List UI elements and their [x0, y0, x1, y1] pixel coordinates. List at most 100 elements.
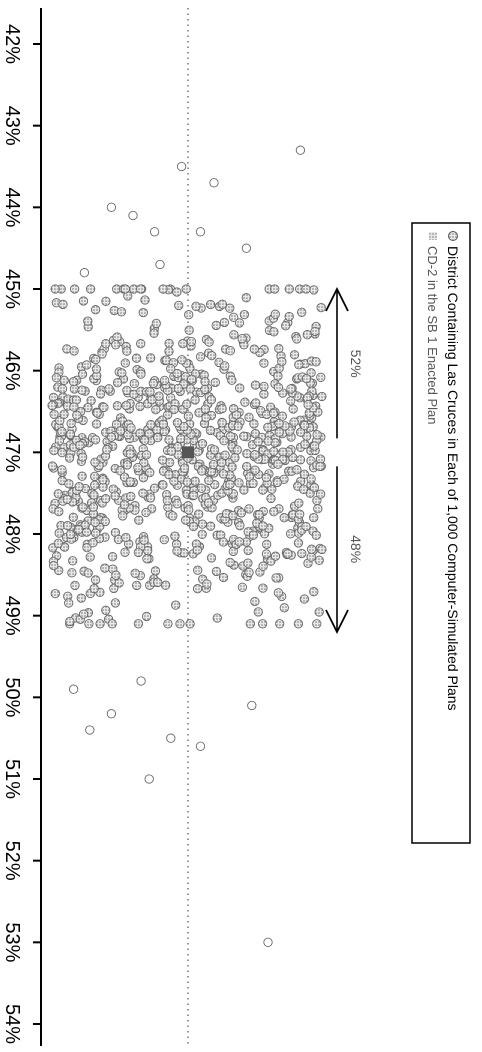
- legend-box: [411, 222, 471, 844]
- simulated-plan-point: [295, 455, 306, 465]
- x-tick-label: 48%: [1, 514, 23, 554]
- simulated-plan-point: [269, 446, 279, 457]
- simulated-plan-point: [145, 493, 156, 503]
- simulated-plan-point: [301, 373, 312, 384]
- simulated-plan-point: [181, 284, 191, 294]
- simulated-plan-point: [100, 516, 110, 527]
- simulated-plan-point: [66, 418, 76, 429]
- simulated-plan-point: [312, 430, 322, 440]
- simulated-plan-point: [192, 584, 203, 594]
- simulated-plan-point: [309, 285, 319, 295]
- simulated-plan-point: [306, 552, 316, 562]
- simulated-plan-point: [111, 570, 121, 580]
- simulated-plan-point: [288, 404, 298, 414]
- simulated-plan-point: [186, 336, 197, 347]
- simulated-plan-point: [77, 452, 88, 462]
- simulated-plan-point: [172, 499, 182, 509]
- simulated-plan-point: [309, 482, 320, 493]
- simulated-plan-point: [91, 419, 102, 429]
- simulated-plan-point: [57, 384, 68, 394]
- simulated-plan-point: [200, 384, 210, 395]
- simulated-plan-point: [101, 339, 111, 349]
- simulated-plan-point: [273, 588, 284, 598]
- annotation-arrows: 52% 48%: [325, 286, 364, 635]
- simulated-plan-point: [139, 535, 149, 545]
- simulated-plan-point: [97, 349, 107, 359]
- x-tick-label: 44%: [1, 187, 23, 227]
- simulated-plan-point: [249, 419, 259, 429]
- simulated-plan-point: [110, 491, 120, 501]
- simulated-plan-point: [257, 619, 268, 629]
- simulated-plan-point: [273, 382, 284, 393]
- simulated-plan-point: [116, 307, 127, 317]
- simulated-plan-point: [254, 510, 264, 520]
- simulated-plan-point: [138, 488, 148, 498]
- simulated-plan-point: [174, 300, 184, 311]
- simulated-plan-point: [140, 295, 150, 305]
- simulated-plan-point: [69, 284, 80, 294]
- simulated-plan-point: [102, 445, 112, 455]
- simulated-plan-point: [136, 284, 146, 294]
- simulated-plan-point: [209, 178, 219, 188]
- simulated-plan-point: [82, 527, 92, 537]
- simulated-plan-point: [258, 485, 268, 495]
- simulated-plan-point: [68, 684, 79, 694]
- simulated-plan-point: [225, 303, 235, 313]
- simulated-plan-point: [176, 161, 187, 172]
- simulated-plan-point: [184, 505, 194, 515]
- simulated-plan-point: [225, 431, 236, 442]
- simulated-plan-point: [234, 537, 244, 547]
- simulated-plan-point: [197, 439, 208, 449]
- simulated-plan-point: [284, 284, 294, 294]
- simulated-plan-point: [135, 401, 145, 412]
- simulated-plan-point: [286, 384, 296, 394]
- simulated-plan-point: [253, 437, 263, 447]
- simulated-plan-point: [64, 453, 75, 463]
- simulated-plan-point: [128, 210, 138, 221]
- simulated-plan-point: [206, 395, 217, 405]
- simulated-plan-point: [205, 521, 216, 531]
- x-tick-label: 46%: [1, 351, 23, 391]
- simulated-plan-point: [313, 504, 323, 514]
- simulated-plan-point: [155, 259, 165, 270]
- simulated-plan-point: [82, 360, 92, 370]
- simulated-plan-point: [263, 937, 273, 947]
- simulated-plan-point: [110, 598, 121, 608]
- legend-entry-enacted: CD-2 in the SB 1 Enacted Plan: [425, 246, 440, 425]
- simulated-plan-point: [169, 476, 179, 486]
- x-axis-ticks: 42% 43% 44% 45% 46% 47% 48% 49% 50% 51% 52% 53% 54%: [1, 24, 41, 1044]
- simulated-plan-point: [112, 401, 123, 411]
- simulated-plan-point: [78, 502, 88, 512]
- simulated-plan-point: [274, 418, 284, 429]
- simulated-plan-point: [233, 421, 243, 431]
- simulated-plan-point: [145, 387, 155, 397]
- simulated-plan-point: [211, 566, 222, 577]
- simulated-plan-point: [126, 423, 136, 433]
- simulated-plan-point: [50, 588, 60, 599]
- simulated-plan-point: [232, 445, 242, 455]
- simulated-plan-point: [309, 587, 319, 597]
- simulated-plan-point: [259, 389, 269, 399]
- simulated-plan-point: [243, 558, 253, 568]
- simulated-plan-point: [258, 521, 268, 531]
- simulated-plan-point: [239, 485, 249, 495]
- simulated-plan-point: [185, 619, 195, 629]
- simulated-plan-point: [136, 676, 146, 686]
- simulated-plan-point: [228, 510, 238, 521]
- simulated-plan-point: [270, 284, 280, 294]
- simulated-plan-point: [270, 551, 281, 561]
- simulated-plan-point: [162, 495, 173, 506]
- simulated-plan-point: [193, 565, 203, 575]
- legend-filled-marker: [429, 232, 437, 240]
- simulated-plan-point: [159, 534, 169, 545]
- simulated-plan-point: [53, 538, 63, 548]
- scatter-points: [47, 145, 327, 947]
- x-tick-label: 47%: [1, 432, 23, 472]
- simulated-plan-point: [133, 462, 143, 473]
- simulated-plan-point: [274, 343, 284, 354]
- simulated-plan-point: [98, 475, 108, 485]
- simulated-plan-point: [179, 463, 190, 473]
- simulated-plan-point: [90, 457, 100, 467]
- simulated-plan-point: [189, 490, 199, 501]
